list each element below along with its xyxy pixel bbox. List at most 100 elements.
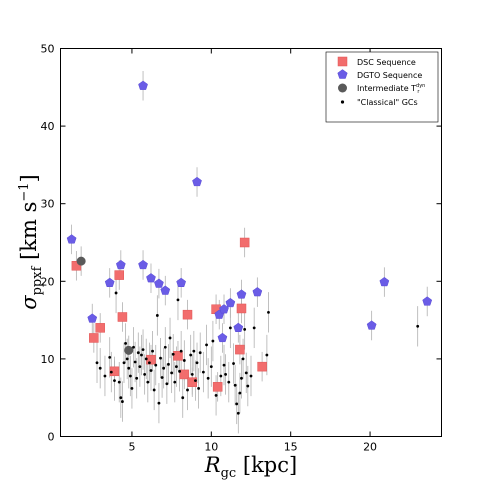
dgto-point — [138, 80, 148, 90]
classical-gc-point — [201, 370, 205, 374]
intermediate-point — [124, 345, 134, 355]
classical-gc-point — [224, 373, 228, 376]
classical-gc-point — [98, 366, 102, 370]
y-tick-label: 10 — [41, 353, 55, 366]
classical-gc-point — [140, 353, 143, 357]
classical-gc-point — [190, 373, 194, 376]
classical-gc-point — [173, 380, 177, 384]
dgto-point — [115, 259, 126, 270]
dsc-point — [95, 323, 105, 333]
classical-gc-point — [144, 357, 148, 361]
dgto-point — [154, 278, 164, 288]
dgto-point — [146, 273, 156, 283]
classical-gc-point — [232, 362, 235, 365]
dgto-point — [217, 332, 228, 343]
y-tick-label: 30 — [41, 198, 55, 211]
dsc-point — [114, 270, 124, 280]
dgto-point — [66, 234, 77, 244]
dgto-point — [104, 277, 115, 287]
legend-dsc-marker — [337, 56, 348, 67]
dgto-point — [225, 297, 236, 308]
classical-gc-point — [122, 361, 126, 365]
classical-gc-point — [113, 379, 116, 383]
classical-gc-point — [236, 411, 240, 415]
classical-gc-point — [241, 357, 245, 361]
classical-gc-point — [149, 369, 153, 372]
classical-gc-point — [130, 386, 134, 390]
classical-gc-point — [174, 365, 178, 369]
dgto-point — [176, 277, 187, 287]
classical-gc-point — [205, 343, 208, 347]
classical-gc-point — [146, 380, 150, 384]
dgto-point — [236, 289, 247, 299]
classical-gc-point — [249, 374, 253, 378]
classical-gc-point — [141, 348, 145, 351]
x-axis-title: Rgc [kpc] — [204, 453, 297, 481]
dgto-point — [233, 322, 244, 332]
classical-gc-point — [244, 371, 248, 375]
dsc-point — [89, 333, 99, 343]
classical-gc-point — [128, 374, 132, 378]
classical-gc-point — [235, 402, 239, 406]
classical-gc-point — [136, 351, 140, 355]
dsc-point — [182, 309, 193, 320]
classical-gc-point — [206, 376, 210, 380]
classical-gc-point — [114, 291, 118, 295]
classical-gc-point — [214, 393, 218, 397]
classical-gc-point — [233, 383, 237, 387]
classical-gc-point — [240, 376, 243, 380]
chart-marks — [66, 71, 433, 434]
legend-classical-marker — [340, 100, 345, 104]
x-tick-label: 15 — [284, 441, 298, 454]
dgto-point — [192, 176, 202, 187]
y-tick-label: 40 — [41, 120, 55, 133]
dsc-point — [179, 369, 190, 380]
y-tick-label: 20 — [41, 275, 55, 288]
classical-gc-point — [163, 345, 167, 349]
intermediate-point — [76, 256, 86, 266]
classical-gc-point — [197, 386, 201, 390]
classical-gc-point — [219, 374, 223, 378]
dsc-point — [212, 382, 223, 392]
dsc-point — [257, 361, 267, 372]
classical-gc-point — [189, 353, 193, 357]
classical-gc-point — [157, 401, 161, 405]
dsc-point — [71, 261, 82, 271]
classical-gc-point — [252, 326, 256, 330]
dgto-point — [422, 296, 433, 306]
y-axis-title: σppxf [km s−1] — [17, 174, 45, 309]
classical-gc-point — [127, 366, 131, 370]
x-tick-label: 5 — [128, 441, 135, 454]
classical-gc-point — [195, 361, 199, 365]
dgto-point — [160, 285, 171, 295]
classical-gc-point — [125, 357, 129, 361]
classical-gc-point — [194, 379, 197, 383]
classical-gc-point — [160, 376, 164, 379]
classical-gc-point — [211, 339, 215, 343]
classical-gc-point — [152, 388, 156, 392]
y-tick-label: 50 — [41, 43, 55, 56]
dgto-point — [219, 304, 229, 314]
classical-gc-point — [138, 365, 142, 369]
classical-gc-point — [182, 359, 186, 362]
classical-gc-point — [148, 361, 151, 365]
classical-gc-point — [181, 396, 185, 400]
classical-gc-point — [192, 349, 196, 353]
dgto-point — [138, 259, 148, 270]
classical-gc-point — [124, 341, 127, 345]
classical-gc-point — [243, 328, 247, 331]
classical-gc-point — [135, 376, 139, 380]
dsc-point — [236, 303, 247, 314]
dsc-point — [239, 237, 250, 248]
dgto-point — [252, 287, 263, 297]
classical-gc-point — [186, 388, 189, 392]
classical-gc-point — [132, 345, 135, 349]
classical-gc-point — [159, 356, 162, 360]
dsc-point — [117, 312, 128, 322]
classical-gc-point — [228, 326, 232, 330]
classical-gc-point — [265, 353, 269, 357]
classical-gc-point — [143, 373, 147, 376]
error-bars — [71, 71, 428, 434]
classical-gc-point — [165, 382, 169, 386]
